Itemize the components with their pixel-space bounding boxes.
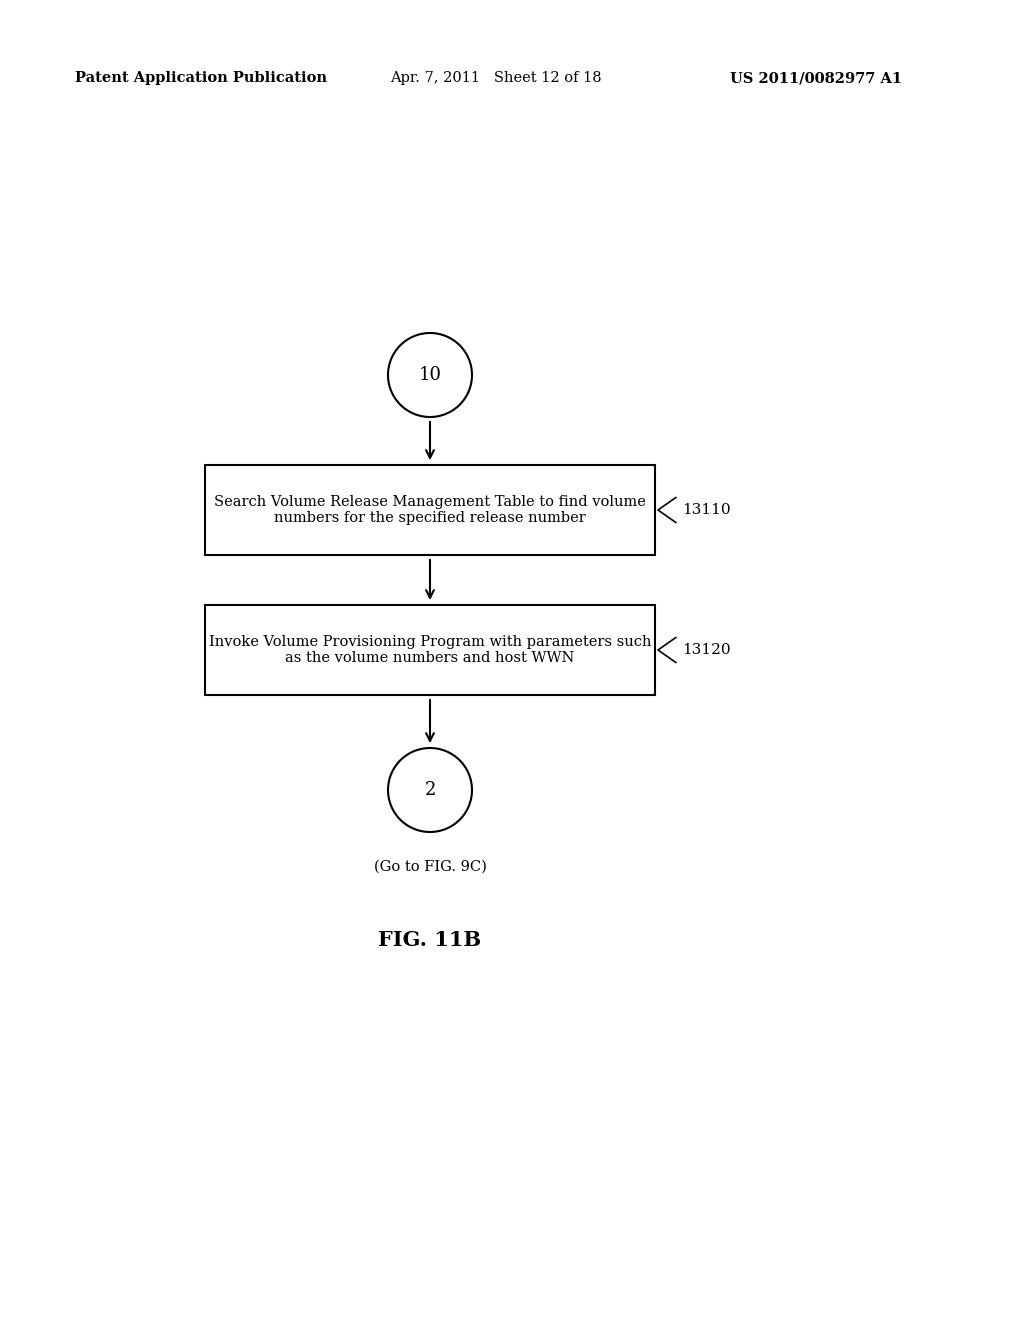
Text: 13110: 13110 (682, 503, 731, 517)
Text: 2: 2 (424, 781, 435, 799)
Text: US 2011/0082977 A1: US 2011/0082977 A1 (730, 71, 902, 84)
Bar (205, 605, 655, 696)
Text: Apr. 7, 2011   Sheet 12 of 18: Apr. 7, 2011 Sheet 12 of 18 (390, 71, 602, 84)
Text: 10: 10 (419, 366, 441, 384)
Text: 13120: 13120 (682, 643, 731, 657)
Text: Search Volume Release Management Table to find volume
numbers for the specified : Search Volume Release Management Table t… (214, 495, 646, 525)
Text: FIG. 11B: FIG. 11B (379, 931, 481, 950)
Text: Patent Application Publication: Patent Application Publication (75, 71, 327, 84)
Bar (205, 465, 655, 554)
Text: (Go to FIG. 9C): (Go to FIG. 9C) (374, 861, 486, 874)
Text: Invoke Volume Provisioning Program with parameters such
as the volume numbers an: Invoke Volume Provisioning Program with … (209, 635, 651, 665)
